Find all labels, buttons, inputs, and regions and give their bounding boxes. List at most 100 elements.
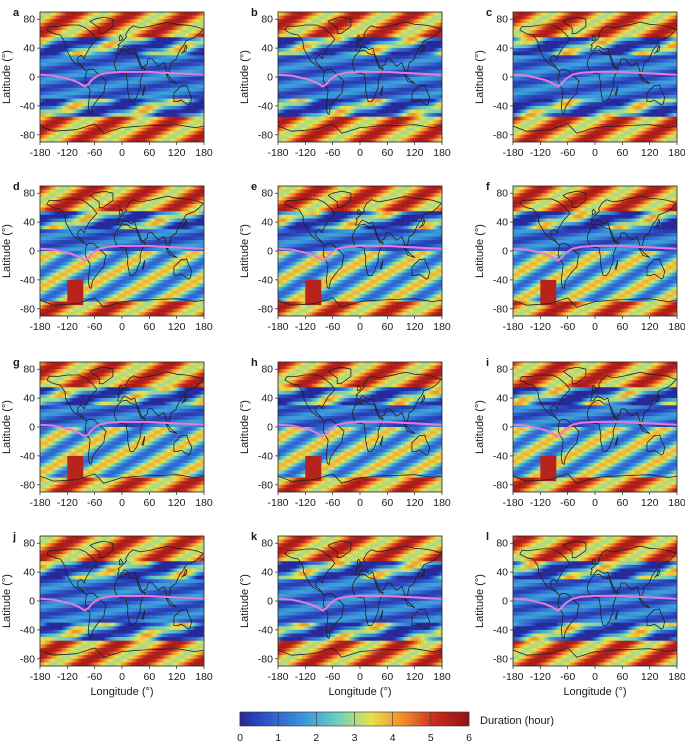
heatmap-cell	[353, 44, 356, 49]
heatmap-cell	[439, 66, 442, 71]
heatmap-cell	[67, 55, 70, 60]
heatmap-cell	[65, 98, 68, 103]
heatmap-cell	[122, 48, 125, 53]
heatmap-cell	[378, 55, 381, 60]
heatmap-cell	[133, 138, 136, 142]
heatmap-cell	[62, 123, 66, 128]
heatmap-cell	[117, 123, 121, 128]
heatmap-cell	[323, 51, 327, 56]
heatmap-cell	[341, 113, 345, 118]
heatmap-cell	[167, 138, 171, 142]
heatmap-cell	[432, 51, 436, 56]
heatmap-cell	[300, 33, 304, 38]
heatmap-cell	[128, 109, 132, 114]
heatmap-cell	[74, 15, 77, 20]
heatmap-cell	[355, 73, 359, 78]
heatmap-cell	[44, 15, 48, 20]
heatmap-cell	[126, 134, 130, 139]
heatmap-cell	[178, 73, 182, 78]
heatmap-cell	[346, 80, 349, 85]
heatmap-cell	[115, 120, 118, 125]
heatmap-cell	[366, 80, 370, 85]
heatmap-cell	[71, 26, 75, 31]
heatmap-cell	[373, 116, 377, 121]
heatmap-cell	[78, 44, 82, 49]
heatmap-cell	[432, 95, 436, 99]
heatmap-cell	[426, 87, 429, 92]
heatmap-cell	[185, 131, 189, 136]
heatmap-cell	[112, 22, 116, 27]
heatmap-cell	[101, 116, 105, 121]
heatmap-cell	[396, 98, 400, 103]
heatmap-cell	[133, 26, 136, 31]
heatmap-cell	[366, 22, 370, 27]
heatmap-cell	[280, 26, 283, 31]
heatmap-cell	[378, 102, 381, 107]
heatmap-cell	[122, 73, 125, 78]
heatmap-cell	[378, 105, 381, 110]
heatmap-cell	[428, 19, 431, 24]
heatmap-cell	[428, 12, 431, 16]
heatmap-cell	[378, 33, 381, 38]
heatmap-cell	[201, 15, 204, 20]
heatmap-cell	[316, 37, 320, 42]
heatmap-cell	[156, 51, 159, 56]
heatmap-cell	[360, 87, 363, 92]
heatmap-cell	[391, 12, 395, 16]
heatmap-cell	[410, 123, 413, 128]
heatmap-cell	[307, 87, 311, 92]
heatmap-cell	[344, 80, 347, 85]
heatmap-cell	[309, 69, 313, 74]
heatmap-cell	[42, 134, 45, 139]
heatmap-cell	[426, 123, 429, 128]
heatmap-cell	[174, 37, 177, 42]
heatmap-cell	[371, 62, 374, 67]
heatmap-cell	[58, 51, 61, 56]
heatmap-cell	[334, 37, 338, 42]
heatmap-cell	[430, 58, 434, 63]
heatmap-cell	[185, 87, 189, 92]
heatmap-cell	[153, 127, 157, 132]
heatmap-cell	[192, 95, 196, 99]
heatmap-cell	[169, 69, 173, 74]
heatmap-cell	[325, 105, 329, 110]
heatmap-cell	[58, 131, 61, 136]
heatmap-cell	[172, 66, 175, 71]
heatmap-cell	[305, 55, 308, 60]
heatmap-cell	[401, 22, 404, 27]
heatmap-cell	[430, 33, 434, 38]
heatmap-cell	[298, 62, 302, 67]
heatmap-cell	[178, 127, 182, 132]
heatmap-cell	[428, 91, 431, 96]
heatmap-cell	[346, 58, 349, 63]
heatmap-cell	[106, 66, 109, 71]
heatmap-cell	[414, 69, 418, 74]
heatmap-cell	[382, 116, 386, 121]
heatmap-cell	[76, 26, 80, 31]
heatmap-cell	[183, 62, 187, 67]
heatmap-cell	[115, 30, 118, 34]
heatmap-cell	[40, 80, 43, 85]
heatmap-cell	[305, 37, 308, 42]
heatmap-cell	[309, 48, 313, 53]
heatmap-cell	[199, 48, 203, 53]
heatmap-cell	[147, 44, 150, 49]
heatmap-cell	[337, 120, 340, 125]
heatmap-cell	[133, 127, 136, 132]
heatmap-cell	[74, 105, 77, 110]
heatmap-cell	[332, 127, 336, 132]
heatmap-cell	[334, 105, 338, 110]
heatmap-cell	[396, 66, 400, 71]
heatmap-cell	[176, 77, 180, 81]
heatmap-cell	[87, 62, 91, 67]
heatmap-cell	[369, 98, 372, 103]
heatmap-cells	[278, 12, 442, 142]
heatmap-cell	[303, 33, 306, 38]
heatmap-cell	[81, 113, 84, 118]
heatmap-cell	[163, 131, 166, 136]
heatmap-cell	[158, 109, 162, 114]
heatmap-cell	[147, 116, 150, 121]
heatmap-cell	[291, 33, 295, 38]
heatmap-cell	[282, 91, 286, 96]
heatmap-cell	[44, 105, 48, 110]
